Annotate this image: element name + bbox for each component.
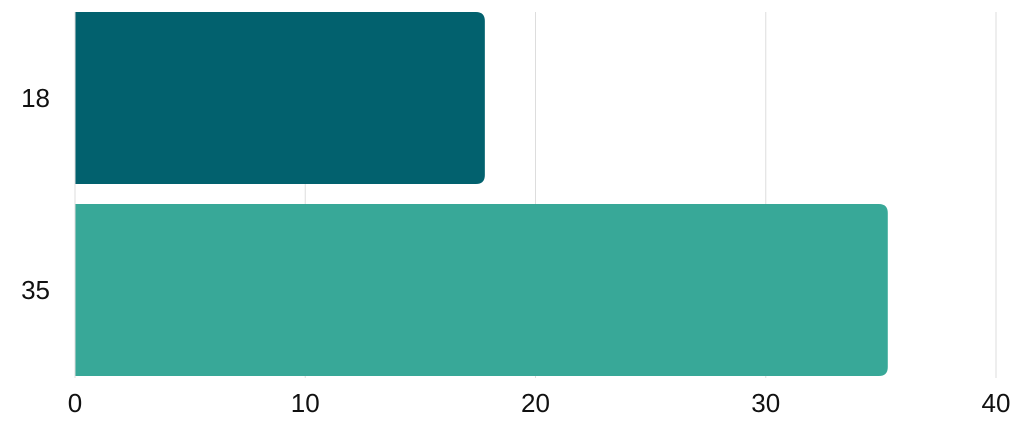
tick-labels: 0 10 20 30 40 18 35 — [21, 83, 1010, 418]
bar-35 — [75, 204, 888, 376]
x-tick-label: 40 — [982, 388, 1011, 418]
bars — [75, 12, 888, 376]
x-tick-label: 0 — [68, 388, 82, 418]
bar-18 — [75, 12, 485, 184]
x-tick-label: 20 — [521, 388, 550, 418]
x-tick-label: 10 — [291, 388, 320, 418]
x-tick-label: 30 — [751, 388, 780, 418]
y-tick-label: 18 — [21, 83, 50, 113]
y-tick-label: 35 — [21, 275, 50, 305]
